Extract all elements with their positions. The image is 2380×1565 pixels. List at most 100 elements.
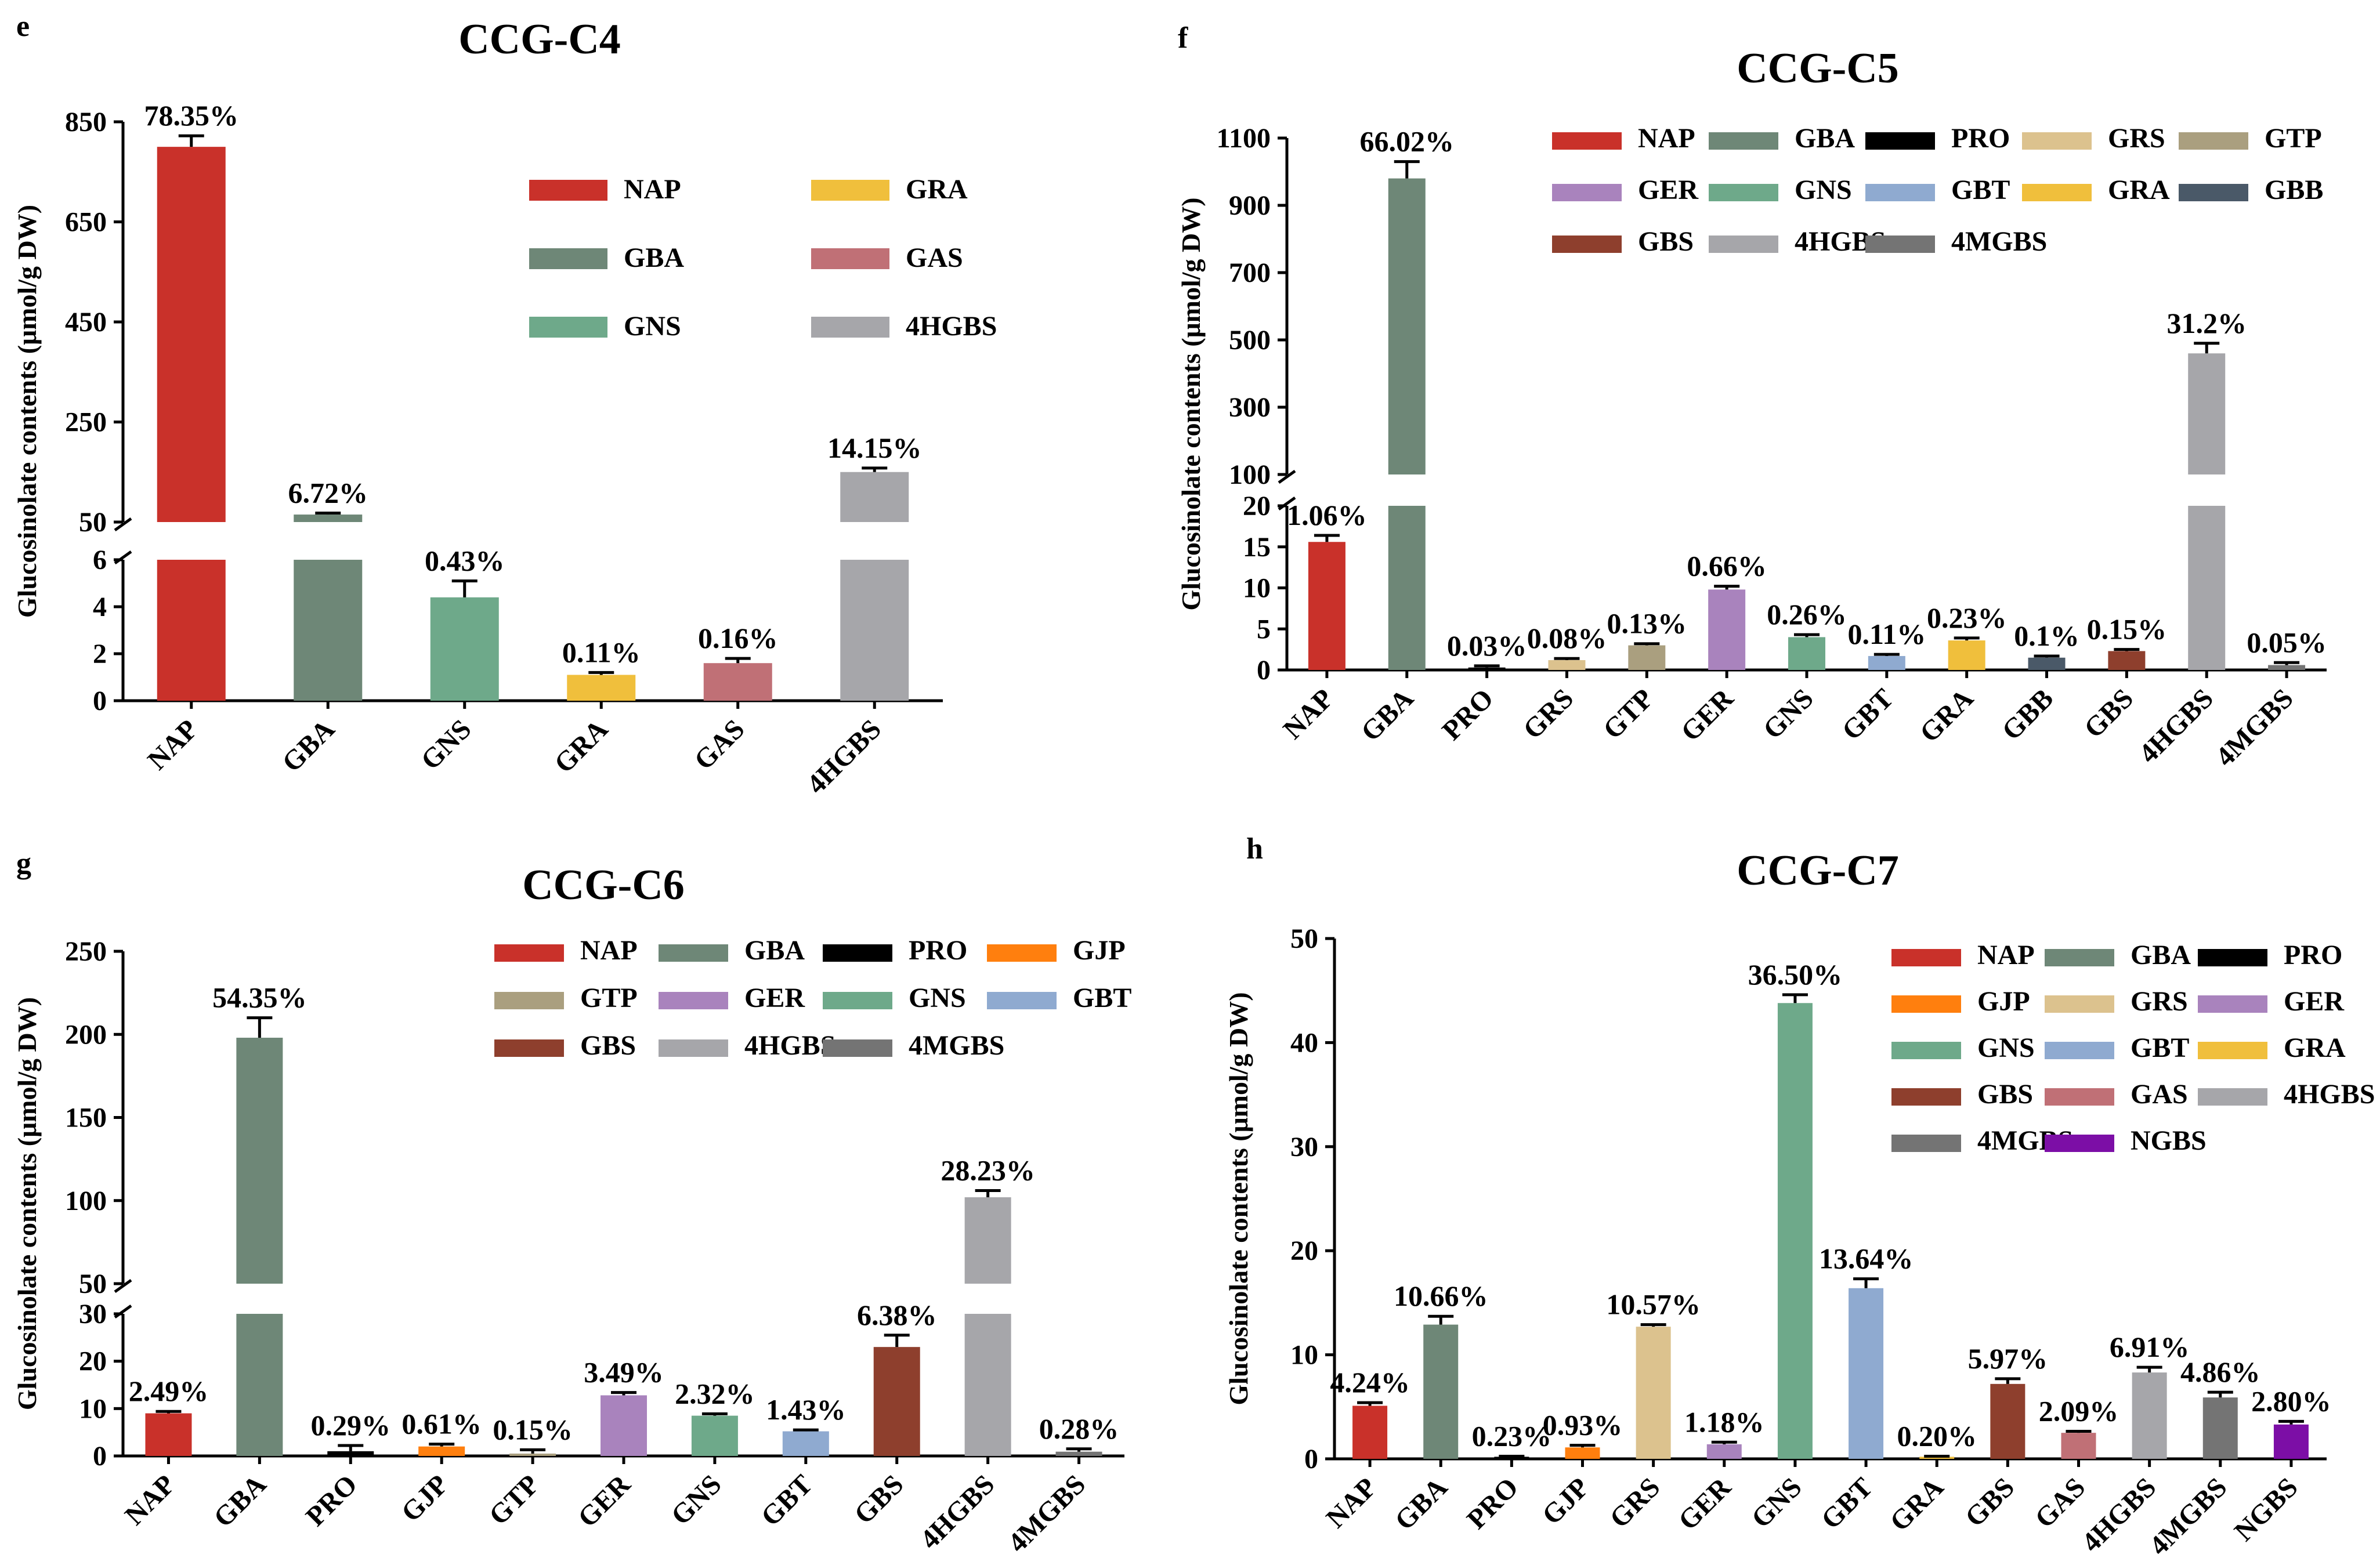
data-label: 54.35% xyxy=(212,981,307,1014)
legend-label: GBA xyxy=(1795,123,1855,154)
legend-swatch-4hgbs xyxy=(811,317,889,338)
x-tick-label: GNS xyxy=(1757,683,1820,745)
x-tick-label: PRO xyxy=(1436,683,1499,746)
data-label: 0.93% xyxy=(1543,1409,1623,1441)
chart-title: CCG-C4 xyxy=(458,16,621,63)
data-label: 2.32% xyxy=(675,1377,755,1410)
legend-swatch-4mgbs xyxy=(823,1039,892,1057)
panel-label: h xyxy=(1246,832,1263,865)
bar-gba xyxy=(294,560,363,701)
data-label: 0.61% xyxy=(402,1408,482,1440)
legend-swatch-grs xyxy=(2022,132,2092,150)
legend-swatch-gra xyxy=(2198,1042,2267,1059)
legend-swatch-4hgbs xyxy=(1709,236,1778,253)
legend-label: NGBS xyxy=(2131,1125,2207,1156)
legend-swatch-nap xyxy=(1552,132,1622,150)
x-tick-label: GER xyxy=(1675,682,1740,747)
data-label: 0.23% xyxy=(1927,602,2007,634)
x-tick-label: NAP xyxy=(119,1469,181,1531)
x-tick-label: NAP xyxy=(142,713,204,776)
legend-label: GBB xyxy=(2265,175,2323,205)
y-tick-label: 850 xyxy=(65,107,107,137)
y-tick-label: 30 xyxy=(79,1299,107,1329)
legend-label: GBS xyxy=(1638,226,1694,257)
data-label: 0.15% xyxy=(493,1413,573,1446)
bar-gra xyxy=(1919,1457,1955,1459)
axis-break-mark xyxy=(114,1278,132,1294)
y-tick-label: 10 xyxy=(79,1393,107,1424)
x-tick-label: GRS xyxy=(1517,683,1579,745)
data-label: 6.72% xyxy=(288,476,368,509)
data-label: 14.15% xyxy=(827,432,922,464)
data-label: 1.06% xyxy=(1287,499,1367,531)
bar-nap-upper xyxy=(157,147,226,522)
x-tick-label: GBT xyxy=(1836,683,1899,746)
bar-4mgbs xyxy=(1055,1451,1102,1456)
data-label: 1.18% xyxy=(1684,1405,1764,1438)
bar-4hgbs xyxy=(2188,506,2226,670)
y-tick-label: 10 xyxy=(1243,573,1271,604)
y-tick-label: 6 xyxy=(93,545,107,575)
legend: NAP GBA PRO GJP GTP GER GNS GBT GBS 4HGBS 4MGBS xyxy=(494,935,1131,1061)
data-label: 66.02% xyxy=(1360,125,1455,158)
data-label: 36.50% xyxy=(1748,958,1843,991)
y-tick-label: 20 xyxy=(79,1346,107,1377)
y-tick-label: 2 xyxy=(93,639,107,669)
data-label: 0.05% xyxy=(2247,626,2327,658)
bar-gra xyxy=(1948,640,1985,670)
legend-swatch-gas xyxy=(811,248,889,269)
data-label: 31.2% xyxy=(2166,307,2247,339)
legend-label: PRO xyxy=(909,935,967,966)
chart-title: CCG-C6 xyxy=(522,861,685,909)
legend-swatch-ger xyxy=(659,992,728,1009)
legend-swatch-ngbs xyxy=(2045,1135,2114,1152)
data-label: 4.86% xyxy=(2180,1356,2260,1388)
bar-gbs xyxy=(1990,1383,2025,1459)
legend-swatch-nap xyxy=(1891,949,1961,966)
y-tick-label: 50 xyxy=(79,507,107,538)
bar-gbt xyxy=(782,1431,829,1456)
bar-gns xyxy=(1788,637,1825,670)
axis-break-mark xyxy=(114,1304,132,1319)
x-tick-label: GJP xyxy=(1536,1472,1596,1531)
y-tick-label: 250 xyxy=(65,936,107,967)
bar-grs xyxy=(1548,660,1586,670)
data-label: 0.11% xyxy=(1847,618,1926,650)
data-label: 0.16% xyxy=(698,622,778,654)
x-tick-label: GAS xyxy=(2029,1472,2091,1534)
y-tick-label: 200 xyxy=(65,1019,107,1050)
data-label: 13.64% xyxy=(1819,1242,1914,1275)
chart-title: CCG-C5 xyxy=(1737,45,1899,92)
y-tick-label: 100 xyxy=(1229,459,1271,490)
bar-gbs xyxy=(873,1347,920,1456)
data-label: 2.09% xyxy=(2039,1394,2119,1427)
legend-swatch-gns xyxy=(1891,1042,1961,1059)
x-tick-label: GBA xyxy=(208,1469,272,1533)
bar-gtp xyxy=(509,1453,556,1456)
x-tick-label: GBS xyxy=(848,1469,909,1530)
bar-nap xyxy=(1308,542,1345,670)
y-tick-label: 10 xyxy=(1290,1340,1318,1371)
legend-swatch-gra xyxy=(811,180,889,201)
y-tick-label: 900 xyxy=(1229,190,1271,221)
bar-gbs xyxy=(2108,651,2146,670)
data-label: 0.29% xyxy=(311,1409,391,1441)
legend-label: GBT xyxy=(1073,983,1131,1013)
data-label: 4.24% xyxy=(1330,1366,1410,1399)
bar-grs xyxy=(1636,1327,1671,1459)
bar-4mgbs xyxy=(2268,665,2306,670)
data-label: 0.26% xyxy=(1767,598,1847,631)
bar-gbb xyxy=(2028,657,2066,670)
y-tick-label: 50 xyxy=(1290,923,1318,954)
x-tick-label: 4HGBS xyxy=(2133,683,2219,769)
legend-swatch-nap xyxy=(494,944,564,962)
x-tick-label: GNS xyxy=(665,1469,727,1531)
x-tick-label: 4MGBS xyxy=(2143,1472,2233,1561)
x-tick-label: NAP xyxy=(1321,1472,1383,1534)
bar-gas xyxy=(703,663,772,701)
y-tick-label: 0 xyxy=(93,686,107,716)
legend-label: GBA xyxy=(2131,940,2191,970)
legend-label: GRS xyxy=(2108,123,2165,154)
